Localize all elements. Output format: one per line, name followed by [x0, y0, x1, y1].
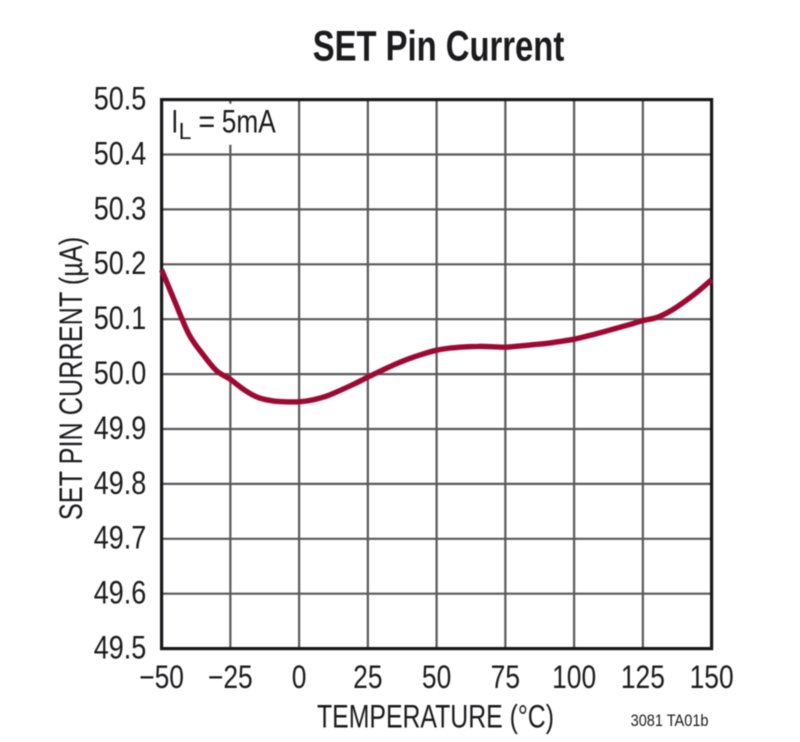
svg-text:50.0: 50.0: [94, 356, 147, 392]
svg-text:5mA: 5mA: [222, 105, 276, 140]
svg-text:50.2: 50.2: [94, 246, 147, 282]
svg-text:50.4: 50.4: [94, 136, 147, 172]
svg-text:100: 100: [552, 660, 596, 696]
svg-text:125: 125: [621, 660, 665, 696]
svg-text:49.9: 49.9: [94, 411, 147, 447]
svg-text:50.3: 50.3: [94, 191, 147, 227]
svg-text:49.6: 49.6: [94, 576, 147, 612]
svg-text:50.5: 50.5: [94, 81, 147, 117]
svg-text:150: 150: [690, 660, 734, 696]
svg-text:50.1: 50.1: [94, 301, 147, 337]
svg-text:49.5: 49.5: [94, 630, 147, 666]
svg-text:75: 75: [491, 660, 520, 696]
svg-text:0: 0: [292, 660, 307, 696]
svg-text:50: 50: [422, 660, 451, 696]
svg-text:SET PIN CURRENT (µA): SET PIN CURRENT (µA): [54, 237, 90, 520]
svg-text:I: I: [171, 105, 178, 140]
svg-text:49.8: 49.8: [94, 466, 147, 502]
svg-text:TEMPERATURE (°C): TEMPERATURE (°C): [317, 700, 554, 736]
svg-text:=: =: [198, 104, 215, 140]
svg-text:L: L: [179, 118, 192, 144]
svg-text:−50: −50: [139, 660, 184, 696]
svg-text:25: 25: [353, 660, 382, 696]
svg-text:SET Pin Current: SET Pin Current: [313, 22, 565, 70]
svg-text:3081 TA01b: 3081 TA01b: [631, 712, 709, 730]
svg-text:49.7: 49.7: [94, 521, 147, 557]
svg-text:−25: −25: [208, 660, 253, 696]
